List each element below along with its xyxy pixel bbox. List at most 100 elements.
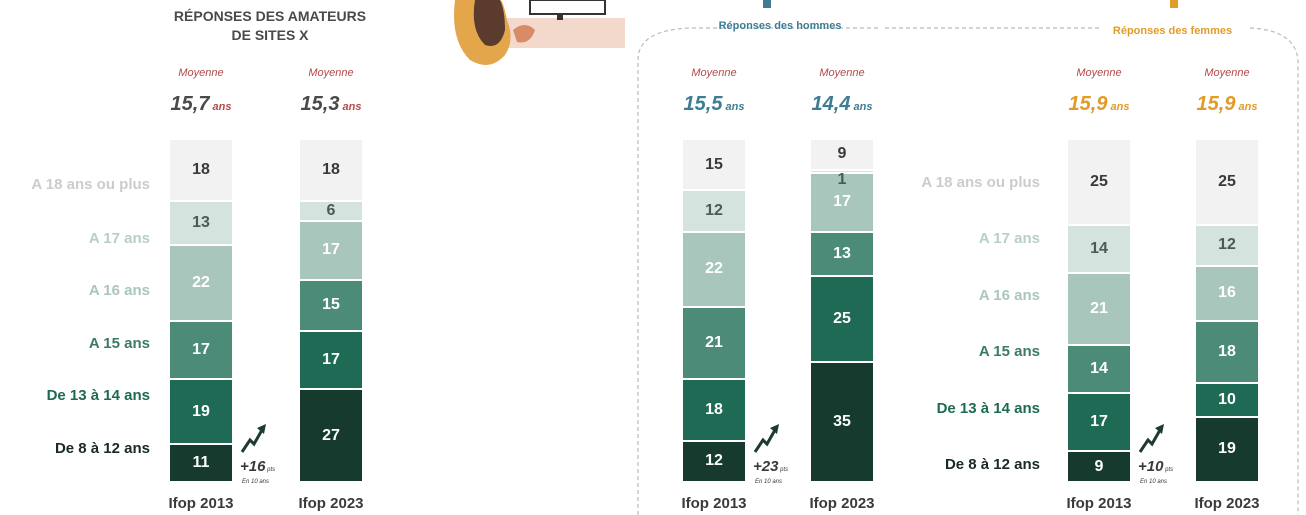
x-axis-label: Ifop 2013	[1066, 495, 1132, 512]
segment-value-label: 14	[1090, 359, 1108, 377]
bar-segment: 13	[170, 201, 232, 247]
x-axis-label: Ifop 2023	[809, 495, 875, 512]
segment-value-label: 21	[1090, 299, 1108, 317]
segment-value-label: 9	[1094, 457, 1104, 475]
segment-value-label: 13	[833, 244, 851, 262]
moyenne-label: Moyenne	[1076, 67, 1122, 79]
bar-segment: 18	[300, 140, 362, 202]
segment-value-label: 25	[833, 310, 851, 328]
average-value: 15,7 ans	[150, 93, 252, 116]
gender-panels-frame	[637, 27, 1299, 515]
bar-segment: 25	[1068, 140, 1130, 226]
segment-value-label: 16	[1218, 284, 1236, 302]
bar-segment: 35	[811, 362, 873, 483]
segment-value-label: 25	[1090, 172, 1108, 190]
bar-segment: 21	[683, 308, 745, 381]
segment-value-label: 10	[1218, 390, 1236, 408]
bar-segment: 22	[170, 246, 232, 322]
segment-value-label: 22	[705, 260, 723, 278]
average-unit: ans	[1110, 101, 1130, 113]
segment-value-label: 35	[833, 412, 851, 430]
delta-unit: pts	[265, 467, 276, 473]
trend-arrow-icon	[1138, 424, 1164, 453]
female-icon	[1170, 0, 1178, 8]
segment-value-label: 17	[192, 340, 210, 358]
category-label: De 13 à 14 ans	[46, 387, 150, 404]
bar-segment: 1	[811, 170, 873, 188]
category-label: A 18 ans ou plus	[31, 176, 150, 193]
x-axis-label: Ifop 2013	[681, 495, 747, 512]
segment-value-label: 17	[1090, 412, 1108, 430]
male-icon	[763, 0, 771, 8]
average-number: 15,7	[170, 93, 210, 115]
bar-segment: 21	[1068, 273, 1130, 346]
segment-value-label: 14	[1090, 239, 1108, 257]
segment-value-label: 15	[705, 155, 723, 173]
segment-value-label: 19	[192, 402, 210, 420]
segment-value-label: 17	[322, 241, 340, 259]
amateurs-title-line2: DE SITES X	[231, 27, 309, 43]
delta-value: +16 pts	[240, 458, 275, 475]
moyenne-label: Moyenne	[691, 67, 737, 79]
x-axis-label: Ifop 2023	[298, 495, 364, 512]
bar-segment: 9	[811, 140, 873, 171]
segment-value-label: 18	[192, 160, 210, 178]
stacked-bar: 11 19 17 22 13 18	[170, 140, 232, 483]
segment-value-label: 12	[705, 452, 723, 470]
delta-period: En 10 ans	[755, 479, 783, 485]
trend-arrow-icon	[240, 424, 266, 453]
stacked-bar: 35 25 13 17 1 9	[811, 140, 873, 483]
average-unit: ans	[725, 101, 745, 113]
segment-value-label: 21	[705, 334, 723, 352]
bar-segment: 10	[1196, 383, 1258, 418]
delta-period: En 10 ans	[1140, 479, 1168, 485]
delta-value: +10 pts	[1138, 458, 1173, 475]
segment-value-label: 15	[322, 296, 340, 314]
category-label: A 16 ans	[978, 287, 1040, 304]
average-value: 15,3 ans	[280, 93, 382, 116]
bar-segment: 18	[170, 140, 232, 202]
bar-segment: 17	[170, 321, 232, 381]
bar-segment: 12	[683, 191, 745, 233]
average-value: 15,9 ans	[1176, 93, 1278, 116]
bar-segment: 14	[1068, 345, 1130, 394]
bar-segment: 16	[1196, 266, 1258, 322]
average-unit: ans	[342, 101, 362, 113]
average-number: 15,9	[1196, 93, 1236, 115]
bar-segment: 9	[1068, 452, 1130, 483]
delta-unit: pts	[778, 467, 789, 473]
bar-segment: 25	[1196, 140, 1258, 226]
trend-arrow-icon	[753, 424, 779, 453]
bar-segment: 17	[300, 332, 362, 391]
bar-segment: 27	[300, 390, 362, 483]
segment-value-label: 12	[1218, 236, 1236, 254]
bar-segment: 19	[170, 380, 232, 446]
segment-value-label: 18	[322, 160, 340, 178]
segment-value-label: 19	[1218, 440, 1236, 458]
average-unit: ans	[853, 101, 873, 113]
women-panel-title: Réponses des femmes	[1112, 25, 1233, 37]
bar-segment: 18	[1196, 321, 1258, 384]
segment-value-label: 18	[705, 400, 723, 418]
segment-value-label: 6	[326, 202, 336, 220]
segment-value-label: 22	[192, 274, 210, 292]
amateurs-title-line1: RÉPONSES DES AMATEURS	[173, 8, 367, 24]
segment-value-label: 1	[837, 170, 847, 188]
category-label: A 17 ans	[978, 230, 1040, 247]
average-number: 15,9	[1068, 93, 1108, 115]
delta-value: +23 pts	[753, 458, 788, 475]
bar-segment: 15	[300, 280, 362, 333]
category-label: A 18 ans ou plus	[921, 174, 1040, 191]
segment-value-label: 18	[1218, 342, 1236, 360]
delta-number: +10	[1138, 458, 1164, 475]
category-label: A 17 ans	[88, 230, 150, 247]
category-label: De 8 à 12 ans	[54, 440, 150, 457]
bar-segment: 12	[1196, 225, 1258, 267]
average-value: 15,9 ans	[1048, 93, 1150, 116]
bar-segment: 12	[683, 441, 745, 483]
segment-value-label: 9	[837, 145, 847, 163]
stacked-bar: 27 17 15 17 6 18	[300, 140, 362, 483]
bar-segment: 17	[300, 222, 362, 281]
category-label: A 15 ans	[88, 335, 150, 352]
segment-value-label: 12	[705, 202, 723, 220]
